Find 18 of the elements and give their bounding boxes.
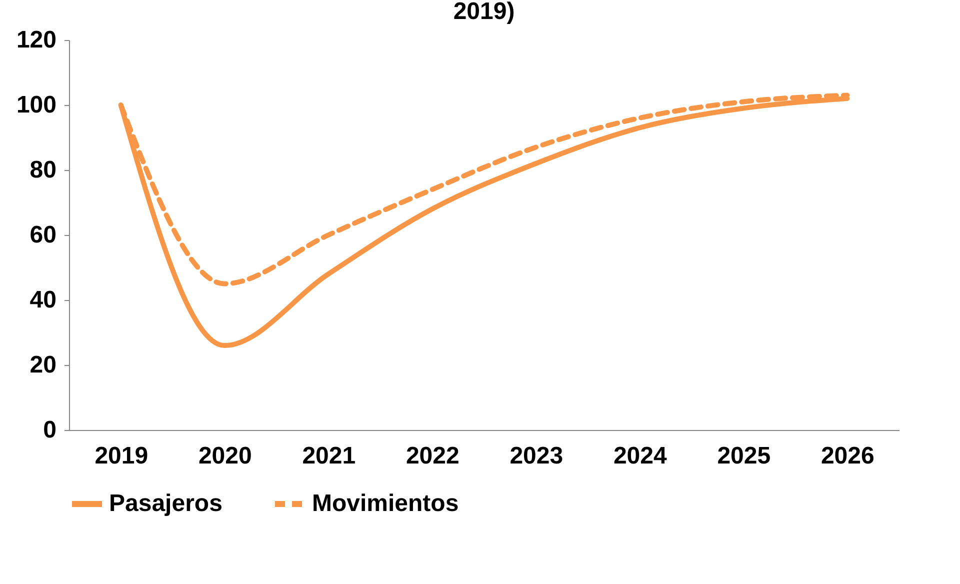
y-tick-label: 60	[30, 222, 56, 248]
x-tick-label: 2026	[820, 442, 874, 470]
y-tick-label: 100	[16, 92, 56, 118]
x-tick-label: 2022	[406, 442, 460, 470]
y-tick-label: 40	[30, 286, 56, 314]
x-tick-label: 2021	[302, 442, 356, 470]
y-tick-label: 20	[30, 352, 56, 378]
y-tick-label: 120	[16, 26, 56, 54]
y-tick-label: 80	[30, 156, 56, 184]
x-tick-label: 2024	[613, 442, 668, 470]
x-tick-label: 2019	[94, 442, 148, 470]
y-tick-label: 0	[43, 416, 56, 444]
legend-label: Pasajeros	[109, 490, 222, 517]
chart-title: 2019)	[453, 0, 515, 25]
x-tick-label: 2025	[717, 442, 771, 470]
legend-label: Movimientos	[312, 490, 459, 517]
x-tick-label: 2023	[510, 442, 564, 470]
x-tick-label: 2020	[198, 442, 252, 470]
